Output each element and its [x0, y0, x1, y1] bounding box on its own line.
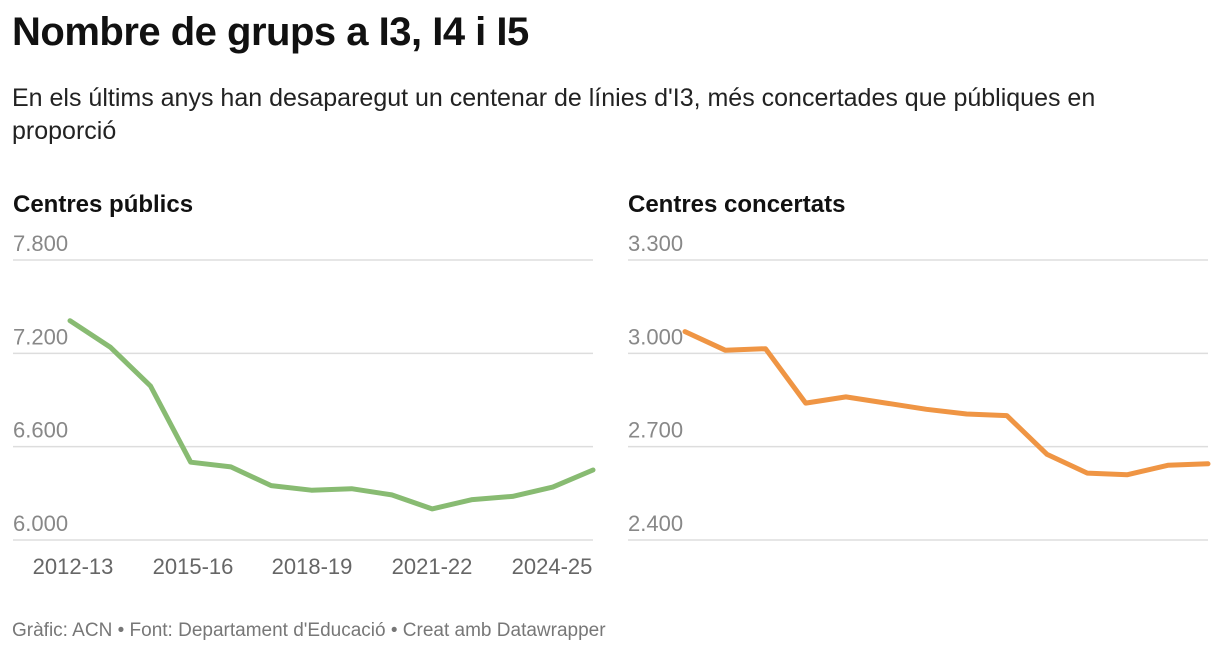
y-tick-label: 3.300 — [628, 231, 683, 256]
y-tick-label: 6.000 — [13, 511, 68, 536]
y-tick-label: 7.200 — [13, 324, 68, 349]
x-tick-label: 2015-16 — [153, 554, 234, 579]
footer-separator-2: • — [390, 620, 398, 641]
series-line — [682, 329, 1211, 478]
footer-credit: Creat amb Datawrapper — [402, 620, 606, 641]
panel-centres-publics: Centres públics 7.800 7.200 6.600 6.000 2012-… — [13, 191, 596, 579]
y-tick-label: 6.600 — [13, 418, 68, 443]
y-tick-label: 3.000 — [628, 324, 683, 349]
y-tick-label: 7.800 — [13, 231, 68, 256]
small-multiples-chart: Centres públics 7.800 7.200 6.600 6.000 2012-… — [13, 191, 1211, 579]
footer-source: Font: Departament d'Educació — [129, 620, 386, 641]
series-line — [67, 318, 596, 512]
x-tick-label: 2012-13 — [33, 554, 114, 579]
y-tick-label: 2.400 — [628, 511, 683, 536]
panel-title: Centres públics — [13, 191, 193, 218]
footer: Gràfic: ACN • Font: Departament d'Educac… — [12, 620, 606, 642]
y-tick-label: 2.700 — [628, 418, 683, 443]
x-tick-label: 2024-25 — [512, 554, 593, 579]
x-tick-label: 2018-19 — [272, 554, 353, 579]
footer-separator-1: • — [117, 620, 125, 641]
panel-centres-concertats: Centres concertats 3.300 3.000 2.700 2.400 — [628, 191, 1211, 541]
chart-title: Nombre de grups a I3, I4 i I5 — [12, 10, 529, 54]
chart-subtitle: En els últims anys han desaparegut un ce… — [12, 84, 1096, 145]
panel-title: Centres concertats — [628, 191, 845, 218]
x-tick-label: 2021-22 — [392, 554, 473, 579]
footer-graphic: Gràfic: ACN — [12, 620, 113, 641]
